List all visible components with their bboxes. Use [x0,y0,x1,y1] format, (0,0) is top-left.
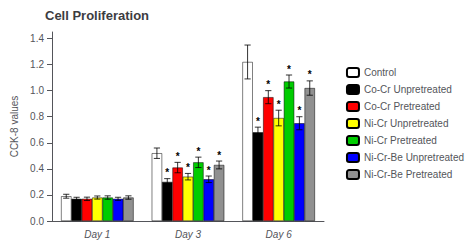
svg-text:1.2: 1.2 [30,59,44,70]
svg-text:Day 6: Day 6 [266,229,293,240]
svg-text:0.6: 0.6 [30,137,44,148]
svg-text:*: * [277,99,281,110]
svg-text:Ni-Cr-Be Unpretreated: Ni-Cr-Be Unpretreated [364,152,464,163]
svg-text:0.2: 0.2 [30,189,44,200]
svg-text:0.4: 0.4 [30,163,44,174]
svg-text:CCK-8 values: CCK-8 values [9,96,20,158]
svg-text:*: * [256,116,260,127]
svg-text:Cell Proliferation: Cell Proliferation [45,8,149,23]
svg-text:Ni-Cr-Be Pretreated: Ni-Cr-Be Pretreated [364,169,452,180]
svg-text:*: * [207,165,211,176]
svg-text:Ni-Cr Pretreated: Ni-Cr Pretreated [364,135,437,146]
svg-text:0.0: 0.0 [30,216,44,227]
svg-text:1.0: 1.0 [30,85,44,96]
svg-text:Ni-Cr Unpretreated: Ni-Cr Unpretreated [364,118,448,129]
svg-text:*: * [266,79,270,90]
svg-text:*: * [287,64,291,75]
svg-text:*: * [186,162,190,173]
svg-text:*: * [297,105,301,116]
svg-text:*: * [176,151,180,162]
svg-text:Day 3: Day 3 [175,229,202,240]
svg-text:0.8: 0.8 [30,111,44,122]
svg-text:*: * [165,167,169,178]
svg-text:*: * [217,150,221,161]
svg-text:Co-Cr Unpretreated: Co-Cr Unpretreated [364,84,452,95]
svg-text:Co-Cr Pretreated: Co-Cr Pretreated [364,101,440,112]
svg-text:*: * [308,69,312,80]
svg-text:Control: Control [364,67,396,78]
svg-text:1.4: 1.4 [30,33,44,44]
svg-text:*: * [196,146,200,157]
svg-text:Day 1: Day 1 [84,229,110,240]
